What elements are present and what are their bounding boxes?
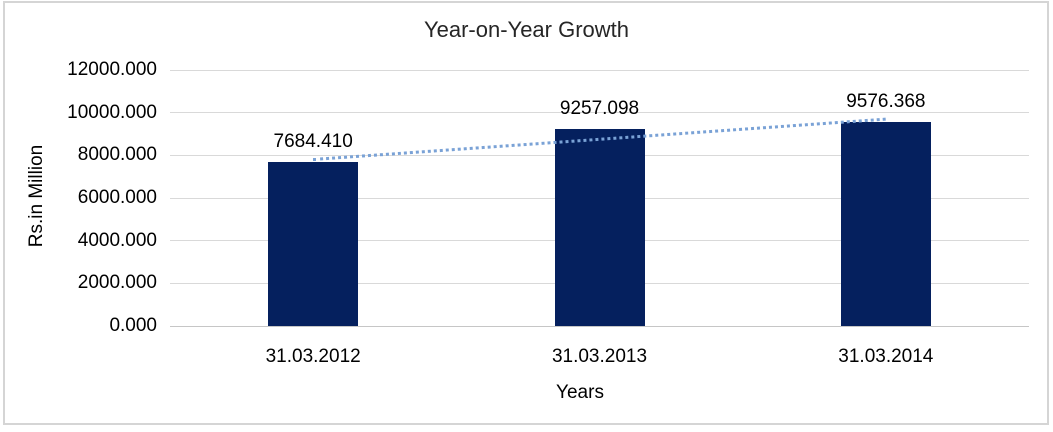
y-tick-label: 10000.000 — [67, 101, 157, 123]
x-category-label: 31.03.2012 — [265, 346, 361, 367]
bar-value-label: 7684.410 — [273, 131, 353, 153]
bar-value-label: 9576.368 — [846, 90, 926, 112]
bar — [840, 121, 931, 326]
y-tick-label: 0.000 — [109, 315, 157, 336]
x-axis-title: Years — [556, 382, 604, 403]
y-tick-label: 12000.000 — [67, 59, 157, 80]
y-tick-label: 4000.000 — [77, 229, 157, 251]
chart-title: Year-on-Year Growth — [423, 17, 630, 42]
bar — [268, 162, 359, 326]
gridline — [170, 112, 1029, 114]
x-category-label: 31.03.2014 — [838, 346, 934, 367]
y-tick-label: 8000.000 — [77, 144, 157, 166]
gridline — [170, 325, 1029, 327]
y-tick-label: 6000.000 — [77, 187, 157, 208]
y-tick-label: 2000.000 — [77, 272, 157, 294]
bar — [554, 128, 645, 326]
bar-value-label: 9257.098 — [559, 97, 640, 119]
gridline — [170, 69, 1029, 71]
x-category-label: 31.03.2013 — [551, 346, 648, 367]
